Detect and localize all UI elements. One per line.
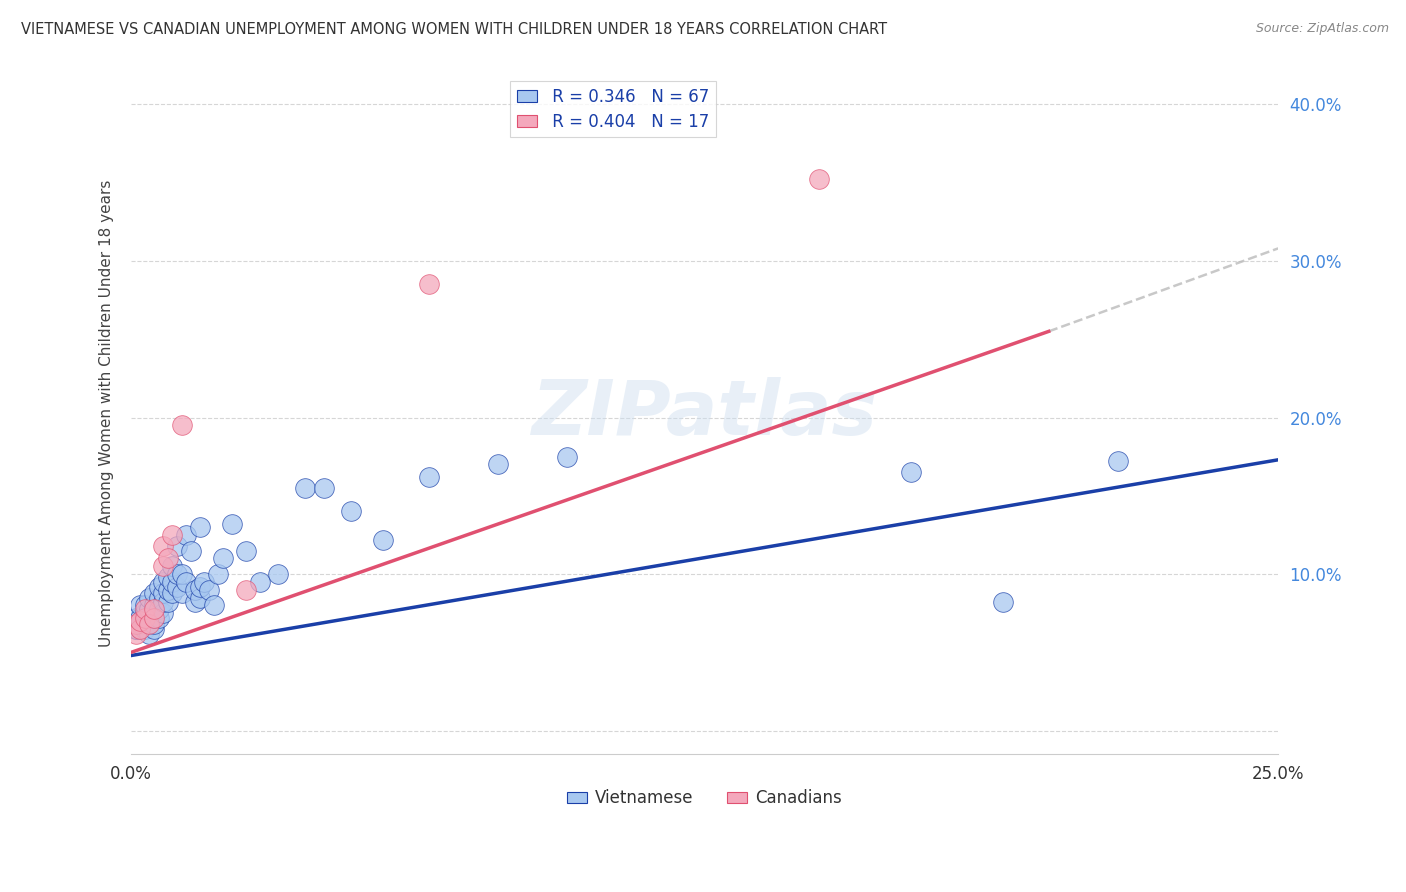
Point bbox=[148, 601, 170, 615]
Point bbox=[180, 543, 202, 558]
Point bbox=[152, 574, 174, 589]
Point bbox=[221, 516, 243, 531]
Point bbox=[143, 617, 166, 632]
Point bbox=[1107, 454, 1129, 468]
Point bbox=[152, 586, 174, 600]
Point bbox=[134, 622, 156, 636]
Point bbox=[211, 551, 233, 566]
Point bbox=[129, 611, 152, 625]
Point bbox=[162, 574, 184, 589]
Point bbox=[124, 617, 146, 632]
Point bbox=[808, 172, 831, 186]
Point bbox=[418, 470, 440, 484]
Point bbox=[162, 559, 184, 574]
Point bbox=[170, 567, 193, 582]
Point bbox=[184, 582, 207, 597]
Point bbox=[152, 595, 174, 609]
Point bbox=[198, 582, 221, 597]
Point bbox=[152, 607, 174, 621]
Point bbox=[294, 481, 316, 495]
Point bbox=[152, 559, 174, 574]
Point bbox=[129, 622, 152, 636]
Point bbox=[138, 591, 160, 605]
Point bbox=[312, 481, 335, 495]
Y-axis label: Unemployment Among Women with Children Under 18 years: Unemployment Among Women with Children U… bbox=[100, 180, 114, 648]
Point bbox=[129, 614, 152, 628]
Point bbox=[555, 450, 578, 464]
Legend: Vietnamese, Canadians: Vietnamese, Canadians bbox=[561, 782, 849, 814]
Point bbox=[166, 539, 188, 553]
Point bbox=[991, 595, 1014, 609]
Point bbox=[156, 582, 179, 597]
Point bbox=[156, 595, 179, 609]
Point bbox=[138, 601, 160, 615]
Point bbox=[124, 611, 146, 625]
Point bbox=[134, 601, 156, 615]
Point bbox=[148, 580, 170, 594]
Point bbox=[188, 520, 211, 534]
Point bbox=[486, 458, 509, 472]
Point bbox=[249, 574, 271, 589]
Point bbox=[188, 591, 211, 605]
Point bbox=[124, 622, 146, 636]
Point bbox=[184, 595, 207, 609]
Point bbox=[152, 539, 174, 553]
Point bbox=[235, 543, 257, 558]
Point bbox=[143, 611, 166, 625]
Point bbox=[138, 611, 160, 625]
Point bbox=[129, 599, 152, 613]
Point bbox=[170, 586, 193, 600]
Point bbox=[129, 622, 152, 636]
Point bbox=[174, 528, 197, 542]
Point bbox=[138, 617, 160, 632]
Point bbox=[134, 611, 156, 625]
Text: VIETNAMESE VS CANADIAN UNEMPLOYMENT AMONG WOMEN WITH CHILDREN UNDER 18 YEARS COR: VIETNAMESE VS CANADIAN UNEMPLOYMENT AMON… bbox=[21, 22, 887, 37]
Point bbox=[124, 622, 146, 636]
Point bbox=[143, 586, 166, 600]
Point bbox=[418, 277, 440, 292]
Point bbox=[134, 599, 156, 613]
Point bbox=[138, 626, 160, 640]
Point bbox=[148, 591, 170, 605]
Point bbox=[162, 586, 184, 600]
Point bbox=[124, 626, 146, 640]
Text: ZIPatlas: ZIPatlas bbox=[531, 376, 877, 450]
Point bbox=[373, 533, 395, 547]
Point bbox=[148, 611, 170, 625]
Point bbox=[134, 607, 156, 621]
Point bbox=[162, 528, 184, 542]
Point bbox=[193, 574, 215, 589]
Point bbox=[143, 599, 166, 613]
Point bbox=[207, 567, 229, 582]
Point bbox=[188, 580, 211, 594]
Point bbox=[129, 617, 152, 632]
Point bbox=[143, 622, 166, 636]
Point bbox=[166, 580, 188, 594]
Text: Source: ZipAtlas.com: Source: ZipAtlas.com bbox=[1256, 22, 1389, 36]
Point bbox=[174, 574, 197, 589]
Point bbox=[156, 551, 179, 566]
Point bbox=[900, 466, 922, 480]
Point bbox=[143, 611, 166, 625]
Point bbox=[156, 570, 179, 584]
Point bbox=[170, 418, 193, 433]
Point bbox=[166, 567, 188, 582]
Point bbox=[143, 601, 166, 615]
Point bbox=[267, 567, 290, 582]
Point bbox=[134, 617, 156, 632]
Point bbox=[202, 599, 225, 613]
Point bbox=[235, 582, 257, 597]
Point bbox=[340, 504, 363, 518]
Point bbox=[138, 617, 160, 632]
